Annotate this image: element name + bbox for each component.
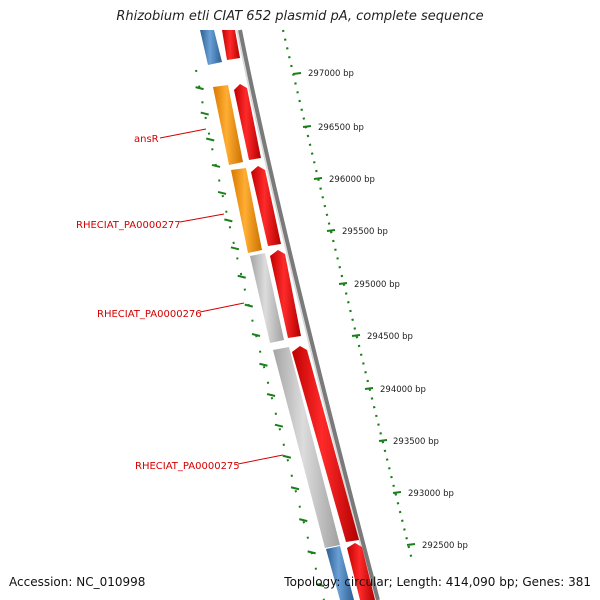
scale-tick (211, 163, 221, 168)
leader-line (179, 213, 225, 223)
gene-arrow-bottom-red[interactable] (347, 543, 375, 600)
backbone-line (238, 29, 380, 600)
scale-label: 292500 bp (422, 541, 468, 551)
scale-tick (392, 491, 402, 494)
scale-label: 295000 bp (354, 280, 400, 290)
scale-tick (217, 190, 227, 195)
forward-track (200, 30, 354, 600)
topology-text: Topology: circular; Length: 414,090 bp; … (284, 575, 591, 589)
scale-labels: 297000 bp 296500 bp 296000 bp 295500 bp … (308, 69, 468, 551)
gene-label-ansR[interactable]: ansR (134, 134, 159, 145)
scale-tick (315, 583, 325, 588)
scale-tick (313, 177, 323, 180)
scale-label: 296000 bp (329, 175, 375, 185)
gene-RHECIAT_PA0000275[interactable] (273, 347, 340, 548)
gene-label-RHECIAT_PA0000277[interactable]: RHECIAT_PA0000277 (76, 220, 181, 231)
scale-tick (326, 229, 336, 232)
scale-tick (244, 303, 254, 308)
gene-label-RHECIAT_PA0000276[interactable]: RHECIAT_PA0000276 (97, 309, 202, 320)
scale-tick (364, 387, 374, 390)
gene-arrow-ansR-red[interactable] (234, 84, 261, 160)
gene-RHECIAT_PA0000276[interactable] (250, 253, 284, 343)
gene-label-RHECIAT_PA0000275[interactable]: RHECIAT_PA0000275 (135, 461, 240, 472)
leader-line (159, 128, 207, 139)
scale-tick (292, 72, 302, 75)
inner-scale-ring (195, 69, 325, 600)
gene-arrow-top-red[interactable] (222, 30, 240, 60)
backbone-highlight (236, 29, 376, 600)
accession-text: Accession: NC_010998 (9, 575, 146, 589)
scale-tick (274, 423, 284, 428)
outer-scale-ticks (292, 72, 416, 546)
scale-tick (195, 86, 204, 91)
scale-tick (237, 274, 246, 279)
scale-label: 294500 bp (367, 332, 413, 342)
scale-tick (307, 550, 316, 555)
scale-tick (205, 137, 215, 142)
gene-labels: ansR RHECIAT_PA0000277 RHECIAT_PA0000276… (76, 128, 284, 472)
scale-tick (259, 362, 268, 367)
scale-tick (351, 334, 361, 337)
scale-tick (251, 333, 261, 337)
gene-ansR[interactable] (213, 85, 243, 165)
scale-tick (378, 439, 388, 442)
scale-tick (230, 246, 240, 251)
scale-tick (290, 486, 300, 491)
scale-tick (200, 111, 209, 116)
gene-arrow-276-red[interactable] (270, 250, 301, 338)
map-title: Rhizobium etli CIAT 652 plasmid pA, comp… (116, 9, 484, 24)
gene-arrow-275-red[interactable] (292, 346, 359, 542)
gene-arrow-277-red[interactable] (251, 166, 281, 246)
leader-line (237, 454, 284, 465)
leader-line (199, 302, 245, 313)
gene-block-bottom-blue[interactable] (326, 546, 354, 600)
gene-block-top-blue[interactable] (200, 30, 222, 65)
scale-label: 293000 bp (408, 489, 454, 499)
scale-tick (299, 518, 308, 523)
scale-tick (266, 393, 276, 397)
scale-tick (282, 454, 292, 459)
inner-scale-ticks (195, 86, 325, 588)
reverse-track (222, 30, 375, 600)
scale-label: 295500 bp (342, 227, 388, 237)
scale-tick (302, 125, 312, 128)
scale-tick (338, 282, 348, 285)
scale-label: 296500 bp (318, 123, 364, 133)
scale-tick (406, 543, 416, 546)
scale-tick (224, 218, 233, 223)
scale-label: 294000 bp (380, 385, 426, 395)
scale-label: 293500 bp (393, 437, 439, 447)
gene-RHECIAT_PA0000277[interactable] (231, 168, 262, 253)
scale-label: 297000 bp (308, 69, 354, 79)
